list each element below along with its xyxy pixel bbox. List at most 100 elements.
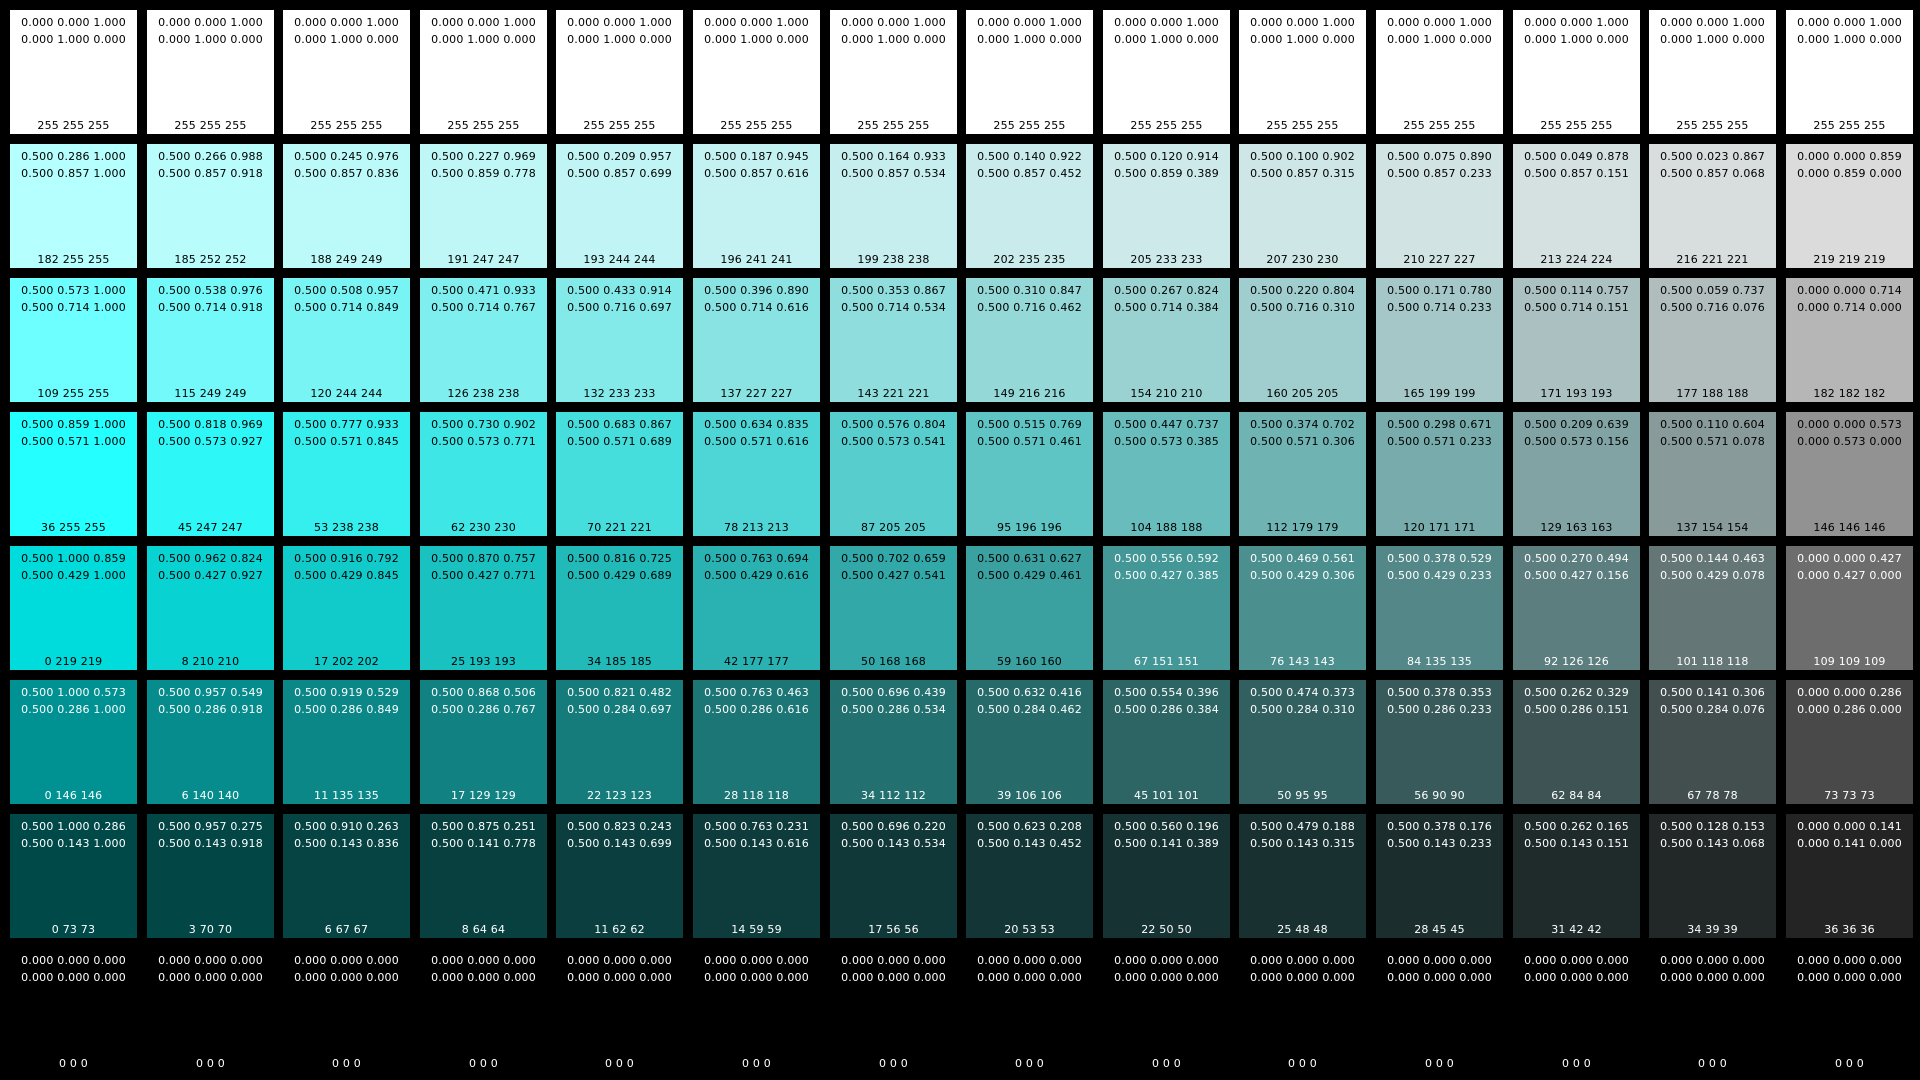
color-swatch: 0.500 0.696 0.439 0.500 0.286 0.534 34 112… <box>830 680 957 804</box>
swatch-hsl-label: 0.000 0.000 0.000 <box>431 971 536 984</box>
swatch-hsv-label: 0.000 0.000 1.000 <box>21 16 126 29</box>
swatch-rgb-label: 219 219 219 <box>1813 253 1886 266</box>
swatch-rgb-label: 45 247 247 <box>178 521 243 534</box>
color-swatch: 0.500 0.730 0.902 0.500 0.573 0.771 62 230… <box>420 412 547 536</box>
color-swatch: 0.500 0.875 0.251 0.500 0.141 0.778 8 64 6… <box>420 814 547 938</box>
swatch-hsv-label: 0.000 0.000 0.000 <box>1524 954 1629 967</box>
swatch-hsl-label: 0.000 1.000 0.000 <box>1250 33 1355 46</box>
swatch-hsv-label: 0.000 0.000 0.714 <box>1797 284 1902 297</box>
swatch-hsl-label: 0.500 0.286 1.000 <box>21 703 126 716</box>
swatch-hsl-label: 0.500 0.143 0.233 <box>1387 837 1492 850</box>
swatch-rgb-label: 53 238 238 <box>314 521 379 534</box>
swatch-hsl-label: 0.000 1.000 0.000 <box>1524 33 1629 46</box>
swatch-rgb-label: 67 78 78 <box>1687 789 1738 802</box>
swatch-hsv-label: 0.500 0.560 0.196 <box>1114 820 1219 833</box>
color-swatch: 0.500 0.469 0.561 0.500 0.429 0.306 76 143… <box>1239 546 1366 670</box>
color-swatch: 0.500 0.378 0.176 0.500 0.143 0.233 28 45 … <box>1376 814 1503 938</box>
color-swatch: 0.500 0.474 0.373 0.500 0.284 0.310 50 95 … <box>1239 680 1366 804</box>
swatch-hsv-label: 0.500 0.818 0.969 <box>158 418 263 431</box>
color-swatch: 0.000 0.000 0.000 0.000 0.000 0.000 0 0 0 <box>420 948 547 1072</box>
swatch-rgb-label: 0 0 0 <box>1562 1057 1591 1070</box>
swatch-rgb-label: 62 84 84 <box>1551 789 1602 802</box>
swatch-hsl-label: 0.500 0.429 1.000 <box>21 569 126 582</box>
color-swatch: 0.000 0.000 0.000 0.000 0.000 0.000 0 0 0 <box>1786 948 1913 1072</box>
swatch-rgb-label: 78 213 213 <box>724 521 789 534</box>
swatch-hsv-label: 0.500 0.100 0.902 <box>1250 150 1355 163</box>
swatch-hsl-label: 0.500 0.286 0.918 <box>158 703 263 716</box>
color-swatch: 0.500 0.919 0.529 0.500 0.286 0.849 11 135… <box>283 680 410 804</box>
swatch-hsl-label: 0.500 0.573 0.541 <box>841 435 946 448</box>
swatch-hsv-label: 0.500 0.957 0.549 <box>158 686 263 699</box>
color-swatch: 0.500 0.631 0.627 0.500 0.429 0.461 59 160… <box>966 546 1093 670</box>
swatch-hsv-label: 0.500 0.266 0.988 <box>158 150 263 163</box>
swatch-hsv-label: 0.500 0.209 0.639 <box>1524 418 1629 431</box>
swatch-hsl-label: 0.000 0.286 0.000 <box>1797 703 1902 716</box>
swatch-hsl-label: 0.000 0.859 0.000 <box>1797 167 1902 180</box>
color-swatch: 0.500 0.556 0.592 0.500 0.427 0.385 67 151… <box>1103 546 1230 670</box>
color-swatch: 0.000 0.000 0.141 0.000 0.141 0.000 36 36 … <box>1786 814 1913 938</box>
swatch-rgb-label: 207 230 230 <box>1266 253 1339 266</box>
swatch-hsl-label: 0.000 0.000 0.000 <box>704 971 809 984</box>
swatch-rgb-label: 6 140 140 <box>181 789 240 802</box>
swatch-rgb-label: 87 205 205 <box>861 521 926 534</box>
swatch-hsv-label: 0.000 0.000 1.000 <box>1660 16 1765 29</box>
swatch-hsv-label: 0.500 0.868 0.506 <box>431 686 536 699</box>
swatch-hsv-label: 0.500 0.114 0.757 <box>1524 284 1629 297</box>
color-swatch: 0.500 0.141 0.306 0.500 0.284 0.076 67 78 … <box>1649 680 1776 804</box>
swatch-hsl-label: 0.500 0.857 0.452 <box>977 167 1082 180</box>
swatch-hsl-label: 0.000 0.000 0.000 <box>21 971 126 984</box>
swatch-hsv-label: 0.000 0.000 0.427 <box>1797 552 1902 565</box>
swatch-rgb-label: 34 112 112 <box>861 789 926 802</box>
swatch-hsv-label: 0.000 0.000 1.000 <box>1797 16 1902 29</box>
swatch-rgb-label: 160 205 205 <box>1266 387 1339 400</box>
swatch-rgb-label: 255 255 255 <box>1540 119 1613 132</box>
color-swatch: 0.500 0.777 0.933 0.500 0.571 0.845 53 238… <box>283 412 410 536</box>
swatch-rgb-label: 39 106 106 <box>997 789 1062 802</box>
swatch-hsv-label: 0.500 0.353 0.867 <box>841 284 946 297</box>
swatch-hsl-label: 0.500 0.427 0.156 <box>1524 569 1629 582</box>
swatch-hsl-label: 0.000 1.000 0.000 <box>1114 33 1219 46</box>
swatch-hsl-label: 0.000 1.000 0.000 <box>294 33 399 46</box>
swatch-hsv-label: 0.000 0.000 0.141 <box>1797 820 1902 833</box>
swatch-rgb-label: 92 126 126 <box>1544 655 1609 668</box>
swatch-hsv-label: 0.500 0.396 0.890 <box>704 284 809 297</box>
swatch-hsl-label: 0.500 0.429 0.078 <box>1660 569 1765 582</box>
swatch-hsv-label: 0.500 1.000 0.573 <box>21 686 126 699</box>
swatch-rgb-label: 3 70 70 <box>188 923 233 936</box>
color-swatch: 0.000 0.000 0.427 0.000 0.427 0.000 109 10… <box>1786 546 1913 670</box>
swatch-hsv-label: 0.000 0.000 1.000 <box>431 16 536 29</box>
swatch-hsv-label: 0.500 0.962 0.824 <box>158 552 263 565</box>
swatch-hsv-label: 0.500 0.128 0.153 <box>1660 820 1765 833</box>
swatch-hsl-label: 0.500 0.571 0.233 <box>1387 435 1492 448</box>
swatch-rgb-label: 255 255 255 <box>857 119 930 132</box>
swatch-hsl-label: 0.000 1.000 0.000 <box>841 33 946 46</box>
swatch-rgb-label: 143 221 221 <box>857 387 930 400</box>
color-swatch: 0.500 0.576 0.804 0.500 0.573 0.541 87 205… <box>830 412 957 536</box>
color-swatch: 0.500 0.823 0.243 0.500 0.143 0.699 11 62 … <box>556 814 683 938</box>
color-swatch: 0.500 0.171 0.780 0.500 0.714 0.233 165 19… <box>1376 278 1503 402</box>
swatch-rgb-label: 188 249 249 <box>310 253 383 266</box>
swatch-hsv-label: 0.500 0.447 0.737 <box>1114 418 1219 431</box>
color-swatch: 0.000 0.000 0.286 0.000 0.286 0.000 73 73 … <box>1786 680 1913 804</box>
swatch-hsv-label: 0.500 0.310 0.847 <box>977 284 1082 297</box>
swatch-hsl-label: 0.500 0.571 0.078 <box>1660 435 1765 448</box>
swatch-hsl-label: 0.500 0.714 0.534 <box>841 301 946 314</box>
swatch-hsl-label: 0.500 0.573 0.927 <box>158 435 263 448</box>
swatch-hsl-label: 0.500 0.859 0.389 <box>1114 167 1219 180</box>
swatch-rgb-label: 17 202 202 <box>314 655 379 668</box>
swatch-hsl-label: 0.000 1.000 0.000 <box>1797 33 1902 46</box>
swatch-hsv-label: 0.500 0.023 0.867 <box>1660 150 1765 163</box>
swatch-rgb-label: 137 154 154 <box>1676 521 1749 534</box>
swatch-hsv-label: 0.000 0.000 0.000 <box>841 954 946 967</box>
swatch-hsv-label: 0.500 0.075 0.890 <box>1387 150 1492 163</box>
swatch-hsl-label: 0.500 0.857 0.918 <box>158 167 263 180</box>
color-swatch: 0.000 0.000 0.000 0.000 0.000 0.000 0 0 0 <box>1239 948 1366 1072</box>
swatch-rgb-label: 154 210 210 <box>1130 387 1203 400</box>
swatch-hsl-label: 0.500 0.284 0.310 <box>1250 703 1355 716</box>
swatch-hsl-label: 0.000 1.000 0.000 <box>21 33 126 46</box>
swatch-hsl-label: 0.500 0.573 0.156 <box>1524 435 1629 448</box>
swatch-rgb-label: 0 0 0 <box>742 1057 771 1070</box>
swatch-hsv-label: 0.500 0.187 0.945 <box>704 150 809 163</box>
swatch-hsv-label: 0.500 0.433 0.914 <box>567 284 672 297</box>
swatch-hsv-label: 0.000 0.000 1.000 <box>567 16 672 29</box>
